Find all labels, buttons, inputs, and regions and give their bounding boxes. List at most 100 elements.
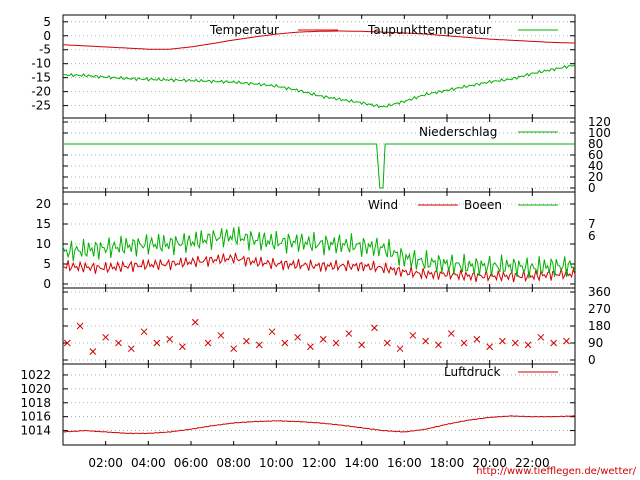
scatter-point (435, 341, 442, 349)
scatter-point (486, 343, 494, 351)
y-tick-label: 10 (36, 237, 51, 251)
scatter-point (294, 333, 302, 341)
y-tick-label: -10 (31, 57, 51, 71)
y-tick-label: 1022 (20, 368, 51, 382)
y-tick-label-right: 360 (588, 285, 611, 299)
scatter-point (371, 324, 378, 332)
legend-label: Boeen (464, 198, 502, 212)
y-tick-label: 0 (43, 29, 51, 43)
scatter-point (281, 339, 289, 347)
scatter-point (358, 341, 366, 349)
scatter-point (499, 337, 506, 345)
x-tick-label: 04:00 (131, 456, 166, 470)
scatter-point (153, 339, 161, 347)
scatter-point (422, 337, 430, 345)
scatter-point (511, 339, 519, 347)
scatter-point (447, 330, 455, 337)
scatter-point (217, 332, 225, 339)
scatter-point (268, 328, 276, 336)
x-tick-label: 12:00 (302, 456, 337, 470)
series-line-temperatur (62, 30, 575, 50)
scatter-point (345, 330, 353, 337)
panel-wind: 20 15 10 5 0 76 Wind Boeen (36, 191, 596, 291)
y-tick-label-right: 80 (588, 137, 603, 151)
y-tick-label: 1014 (20, 424, 51, 438)
x-tick-label: 08:00 (216, 456, 251, 470)
x-tick-label: 14:00 (344, 456, 379, 470)
scatter-point (191, 318, 199, 326)
y-tick-label: 5 (43, 257, 51, 271)
y-tick-label-right: 0 (588, 353, 596, 367)
scatter-point (140, 328, 148, 336)
series-line-taupunkttemperatur (62, 64, 576, 109)
y-tick-label-right: 0 (588, 181, 596, 195)
x-tick-label: 10:00 (259, 456, 294, 470)
scatter-point (115, 339, 122, 347)
series-line-boeen (62, 226, 576, 279)
scatter-point (204, 339, 212, 347)
scatter-point (230, 345, 238, 353)
scatter-point (319, 335, 327, 343)
scatter-point (524, 341, 532, 349)
y-tick-label-right: 180 (588, 319, 611, 333)
x-tick-label: 16:00 (387, 456, 422, 470)
scatter-point (63, 339, 71, 347)
scatter-point (255, 341, 263, 349)
legend-label: Taupunkttemperatur (367, 23, 491, 37)
series-line-wind (62, 252, 576, 283)
x-tick-label: 18:00 (430, 456, 465, 470)
y-tick-label: -25 (31, 99, 51, 113)
legend-label: Wind (368, 198, 398, 212)
x-tick-label: 06:00 (174, 456, 209, 470)
y-tick-label-right: 120 (588, 115, 611, 129)
scatter-point (179, 343, 186, 351)
y-tick-label: 1018 (20, 396, 51, 410)
scatter-point (550, 339, 558, 347)
legend-label: Luftdruck (444, 365, 501, 379)
y-tick-label: 1020 (20, 382, 51, 396)
y-tick-label-right: 100 (588, 126, 611, 140)
y-tick-label: 1016 (20, 410, 51, 424)
y-tick-label: 5 (43, 15, 51, 29)
y-tick-label: 20 (36, 197, 51, 211)
x-tick-label: 22:00 (515, 456, 550, 470)
y-tick-label-right: 20 (588, 170, 603, 184)
scatter-point (473, 335, 481, 343)
scatter-point (127, 345, 135, 353)
x-tick-label: 02:00 (88, 456, 123, 470)
scatter-point (383, 339, 391, 347)
scatter-point (332, 339, 340, 347)
series-line-luftdruck (62, 415, 576, 435)
scatter-point (563, 337, 570, 345)
y-tick-label-right: 90 (588, 336, 603, 350)
scatter-point (409, 332, 417, 339)
y-tick-label: 0 (43, 277, 51, 291)
y-tick-label-right: 6 (588, 229, 596, 243)
y-tick-label: -15 (31, 71, 51, 85)
scatter-point (460, 339, 468, 347)
legend-label: Temperatur (209, 23, 279, 37)
scatter-point (76, 322, 84, 330)
x-tick-label: 20:00 (472, 456, 507, 470)
scatter-point (166, 335, 174, 343)
y-tick-label-right: 40 (588, 159, 603, 173)
scatter-point (89, 348, 97, 355)
panel-winddir: 360 270 180 90 0 (62, 285, 611, 367)
panel-temp: 50-5-10-15-20-25 Temperatur Taupunkttemper… (31, 14, 576, 119)
y-tick-label: 15 (36, 217, 51, 231)
legend-label: Niederschlag (419, 125, 497, 139)
footer-url: http://www.tiefflegen.de/wetter/ (476, 466, 636, 477)
scatter-point (102, 333, 110, 341)
y-tick-label-right: 60 (588, 148, 603, 162)
series-line-niederschlag (63, 143, 575, 189)
scatter-point (537, 333, 545, 341)
y-tick-label: -5 (39, 43, 51, 57)
scatter-point (307, 343, 314, 351)
scatter-point (243, 337, 250, 345)
y-tick-label: -20 (31, 85, 51, 99)
scatter-point (396, 345, 404, 353)
y-tick-label-right: 270 (588, 302, 611, 316)
